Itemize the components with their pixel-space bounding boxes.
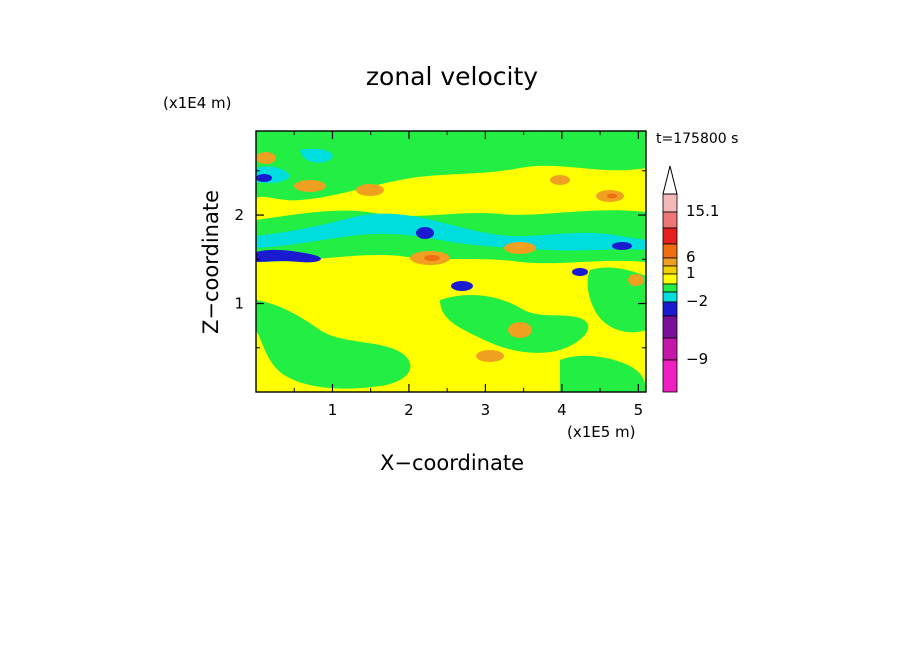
colorbar-swatch	[662, 291, 678, 303]
x-axis: 1 2 3 4 5	[293, 131, 644, 419]
green-region-bottom-right	[560, 355, 646, 392]
orange-patch-9	[550, 175, 570, 185]
orange-patch-5	[504, 242, 536, 254]
cyan-patch-upper	[300, 148, 333, 163]
colorbar-swatch	[662, 273, 678, 285]
x-unit-label: (x1E5 m)	[567, 423, 636, 441]
time-label: t=175800 s	[656, 131, 738, 147]
green-region-upper	[256, 131, 646, 201]
colorbar-label: −2	[686, 292, 708, 310]
colorbar: 15.1 61 −2 −9	[662, 165, 719, 393]
colorbar-overflow-arrow	[662, 165, 678, 195]
chart-title: zonal velocity	[366, 62, 538, 91]
blue-core-1	[416, 227, 434, 239]
blue-streak-left	[256, 249, 321, 263]
orange-patch-7	[508, 322, 532, 338]
y-unit-label: (x1E4 m)	[163, 94, 232, 112]
red-core-2	[607, 193, 617, 199]
colorbar-swatch	[662, 265, 678, 275]
plot-frame	[255, 130, 647, 393]
x-tick-label: 3	[481, 401, 491, 419]
x-axis-label: X−coordinate	[380, 451, 524, 475]
blue-core-4	[612, 242, 632, 250]
y-tick-label: 1	[234, 295, 244, 313]
blue-core-5	[256, 174, 272, 182]
contour-field	[256, 131, 646, 392]
blue-core-2	[451, 281, 473, 291]
orange-patch-10	[628, 274, 644, 286]
colorbar-swatch	[662, 337, 678, 361]
y-axis: 12	[234, 170, 646, 349]
colorbar-swatch	[662, 301, 678, 317]
red-core-1	[424, 255, 440, 261]
colorbar-label: 6	[686, 248, 696, 266]
colorbar-swatch	[662, 227, 678, 245]
orange-patch-3	[356, 184, 384, 196]
orange-patch-1	[256, 152, 276, 164]
x-tick-label: 2	[404, 401, 414, 419]
colorbar-swatch	[662, 315, 678, 339]
colorbar-swatch	[662, 359, 678, 393]
colorbar-swatch	[662, 283, 678, 293]
green-region-lower-left	[256, 300, 411, 389]
blue-core-3	[572, 268, 588, 276]
x-tick-label: 4	[557, 401, 567, 419]
colorbar-label: 15.1	[686, 202, 719, 220]
colorbar-swatch	[662, 257, 678, 267]
orange-patch-8	[476, 350, 504, 362]
orange-patch-2	[294, 180, 326, 192]
x-tick-label: 5	[634, 401, 644, 419]
colorbar-label: 1	[686, 264, 696, 282]
y-axis-label: Z−coordinate	[199, 190, 223, 334]
cyan-band	[256, 213, 646, 251]
x-tick-label: 1	[328, 401, 338, 419]
colorbar-label: −9	[686, 350, 708, 368]
y-tick-label: 2	[234, 206, 244, 224]
colorbar-swatch	[662, 211, 678, 229]
colorbar-swatch	[662, 193, 678, 213]
colorbar-swatch	[662, 243, 678, 259]
